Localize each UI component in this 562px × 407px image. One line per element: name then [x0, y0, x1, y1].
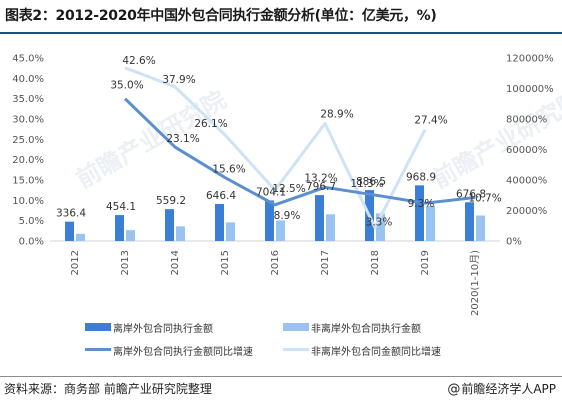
bar-onshore [315, 195, 324, 241]
legend-label-onshore-line: 离岸外包合同执行金额同比增速 [113, 347, 253, 358]
bar-value-label: 336.4 [56, 208, 86, 220]
onshore-growth-label: 11.3% [350, 178, 383, 190]
bar-onshore [115, 215, 124, 241]
bar-value-label: 559.2 [156, 195, 186, 207]
left-axis-tick-label: 5.0% [19, 216, 44, 227]
combo-chart: 0.0% 5.0% 10.0% 15.0% 20.0% 25.0% 30.0% 35.0% 40… [12, 54, 554, 316]
bar-onshore [265, 200, 274, 241]
source-note: 资料来源：商务部 前瞻产业研究院整理 [4, 382, 212, 396]
title-underline [0, 32, 562, 34]
legend-swatch-onshore-line [85, 348, 111, 351]
bar-offshore [426, 206, 435, 241]
right-axis-tick-label: 20000% [506, 206, 547, 217]
line-offshore-growth [124, 66, 427, 230]
left-axis-tick-label: 25.0% [12, 135, 44, 146]
left-axis-tick-label: 15.0% [12, 176, 44, 187]
bar-onshore [65, 221, 74, 241]
onshore-growth-label: 9.3% [408, 198, 435, 210]
offshore-growth-label: 26.1% [194, 118, 227, 130]
footer-rule [0, 376, 562, 377]
bar-value-label: 646.4 [206, 190, 236, 202]
offshore-growth-label: 12.5% [272, 183, 305, 195]
left-axis-tick-label: 35.0% [12, 94, 44, 105]
right-axis-tick-label: 80000% [506, 115, 547, 126]
bar-value-label: 968.9 [406, 171, 436, 183]
legend-swatch-onshore-bar [85, 323, 111, 331]
onshore-growth-label: 15.6% [212, 164, 245, 176]
bar-onshore [415, 185, 424, 241]
bar-offshore [126, 230, 135, 241]
brand-credit: @前瞻经济学人APP [447, 380, 556, 397]
offshore-growth-label: 3.3% [366, 217, 393, 229]
bar-offshore [176, 226, 185, 241]
offshore-growth-label: 42.6% [122, 55, 155, 67]
offshore-growth-label: 37.9% [162, 74, 195, 86]
bar-onshore [215, 203, 224, 241]
onshore-growth-label: 10.7% [468, 192, 501, 204]
onshore-growth-label: 13.2% [304, 172, 337, 184]
bar-value-label: 454.1 [106, 201, 136, 213]
onshore-growth-label: 23.1% [166, 133, 199, 145]
right-axis-tick-label: 0% [506, 237, 522, 248]
left-axis-tick-label: 30.0% [12, 115, 44, 126]
bar-value-label: 704.1 [256, 186, 286, 198]
left-axis-tick-label: 20.0% [12, 155, 44, 166]
left-axis-tick-label: 45.0% [12, 54, 44, 65]
bar-offshore [476, 215, 485, 241]
bar-offshore [226, 222, 235, 241]
legend-swatch-offshore-line [283, 348, 309, 351]
onshore-growth-label: 35.0% [110, 80, 143, 92]
left-axis-tick-label: 10.0% [12, 196, 44, 207]
line-onshore-growth [123, 97, 476, 207]
legend-swatch-offshore-bar [283, 323, 309, 331]
x-axis-tick-label: 2017 [320, 250, 331, 275]
x-axis-tick-label: 2013 [120, 250, 131, 275]
x-axis-tick-label: 2015 [220, 250, 231, 275]
bar-offshore [276, 220, 285, 241]
chart-title: 图表2：2012-2020年中国外包合同执行金额分析(单位：亿美元，%) [5, 8, 437, 24]
left-axis-tick-label: 40.0% [12, 74, 44, 85]
bar-offshore [326, 214, 335, 241]
x-axis-tick-label: 2014 [170, 250, 181, 275]
right-axis-tick-label: 120000% [506, 54, 554, 65]
offshore-growth-label: 28.9% [320, 108, 353, 120]
bar-offshore [376, 213, 385, 241]
bar-value-label: 676.8 [456, 188, 486, 200]
x-axis-tick-label: 2012 [70, 250, 81, 275]
bar-onshore [465, 202, 474, 241]
bar-onshore [165, 209, 174, 241]
onshore-growth-label: 8.9% [274, 210, 301, 222]
offshore-growth-label: 27.4% [414, 115, 447, 127]
x-axis-tick-label: 2020(1-10月) [469, 250, 481, 316]
bar-offshore [76, 233, 85, 241]
brand-text: 前瞻经济学人APP [461, 382, 556, 396]
legend-label-offshore-line: 非离岸外包合同金额同比增速 [311, 347, 441, 358]
right-axis-tick-label: 100000% [506, 84, 554, 95]
legend-label-onshore-bar: 离岸外包合同执行金额 [113, 324, 213, 335]
bar-value-label: 886.5 [356, 176, 386, 188]
x-axis-tick-label: 2016 [270, 250, 281, 275]
brand-icon: @ [447, 382, 461, 397]
bar-value-label: 796.7 [306, 181, 336, 193]
right-axis-tick-label: 40000% [506, 176, 547, 187]
legend-label-offshore-bar: 非离岸外包合同执行金额 [311, 324, 421, 335]
right-axis-tick-label: 60000% [506, 145, 547, 156]
left-axis-tick-label: 0.0% [19, 237, 44, 248]
x-axis-tick-label: 2019 [420, 250, 431, 275]
x-axis-tick-label: 2018 [370, 250, 381, 275]
